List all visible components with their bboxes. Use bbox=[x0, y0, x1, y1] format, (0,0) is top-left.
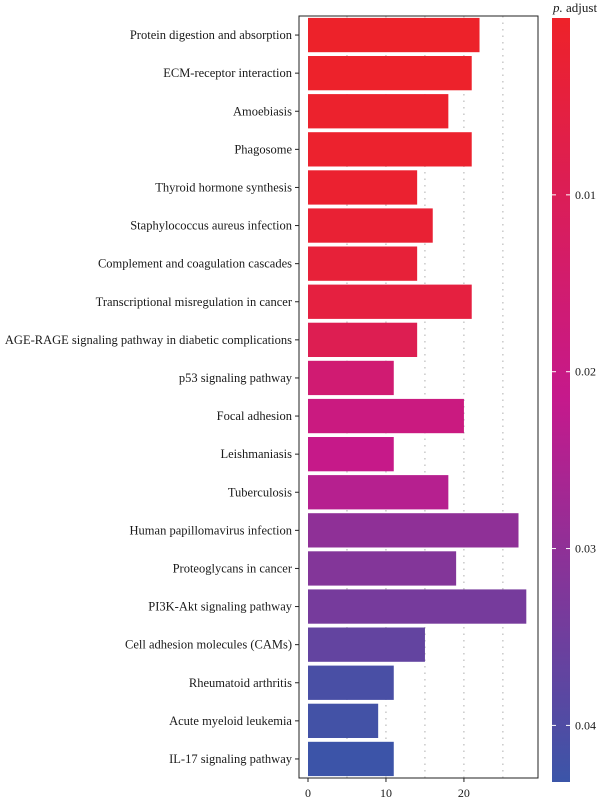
bar bbox=[308, 741, 394, 777]
bar bbox=[308, 627, 425, 662]
category-label: AGE-RAGE signaling pathway in diabetic c… bbox=[5, 333, 292, 347]
category-labels: Protein digestion and absorption ECM-rece… bbox=[5, 28, 299, 766]
category-label: Phagosome bbox=[234, 142, 292, 156]
category-label: Protein digestion and absorption bbox=[130, 28, 293, 42]
bar bbox=[308, 56, 472, 91]
legend-colorbar bbox=[552, 18, 570, 782]
category-label: ECM-receptor interaction bbox=[163, 66, 293, 80]
category-label: Human papillomavirus infection bbox=[130, 523, 293, 537]
category-label: Proteoglycans in cancer bbox=[173, 561, 293, 575]
bar bbox=[308, 665, 394, 700]
legend-tick-label: 0.04 bbox=[575, 718, 596, 732]
bar bbox=[308, 398, 464, 434]
category-label: Acute myeloid leukemia bbox=[169, 714, 292, 728]
category-label: Focal adhesion bbox=[217, 409, 293, 423]
category-label: Leishmaniasis bbox=[220, 447, 292, 461]
bar bbox=[308, 94, 449, 129]
x-tick-label: 0 bbox=[305, 786, 311, 800]
bar bbox=[308, 703, 379, 738]
category-label: Complement and coagulation cascades bbox=[98, 257, 292, 271]
gridlines bbox=[346, 16, 504, 778]
category-label: IL-17 signaling pathway bbox=[169, 752, 293, 766]
x-tick-label: 20 bbox=[458, 786, 470, 800]
bar bbox=[308, 551, 457, 586]
bars bbox=[308, 17, 527, 777]
category-label: PI3K-Akt signaling pathway bbox=[148, 600, 292, 614]
bar bbox=[308, 475, 449, 510]
bar bbox=[308, 246, 418, 281]
legend-ticks: 0.01 0.02 0.03 0.04 bbox=[552, 188, 596, 732]
category-label: Transcriptional misregulation in cancer bbox=[96, 295, 293, 309]
legend-title-suffix: adjust bbox=[563, 0, 598, 15]
category-label: Rheumatoid arthritis bbox=[189, 676, 292, 690]
color-legend: p. adjust 0.01 0.02 0.03 0.04 bbox=[552, 0, 597, 782]
legend-title-prefix: p. bbox=[552, 0, 563, 15]
bar bbox=[308, 17, 480, 53]
category-label: Tuberculosis bbox=[228, 485, 292, 499]
bar bbox=[308, 322, 418, 357]
category-label: Thyroid hormone synthesis bbox=[155, 180, 292, 194]
x-tick-label: 10 bbox=[380, 786, 392, 800]
bar bbox=[308, 208, 433, 243]
plot-frame bbox=[298, 15, 539, 779]
category-label: Amoebiasis bbox=[233, 104, 292, 118]
category-label: Staphylococcus aureus infection bbox=[130, 219, 293, 233]
bar bbox=[308, 132, 472, 167]
bar bbox=[308, 437, 394, 472]
bar bbox=[308, 589, 527, 624]
x-axis-ticks: 0 10 20 bbox=[305, 778, 470, 800]
legend-title: p. adjust bbox=[552, 0, 597, 15]
legend-tick-label: 0.03 bbox=[575, 542, 596, 556]
bar bbox=[308, 513, 519, 548]
bar bbox=[308, 170, 418, 205]
category-label: p53 signaling pathway bbox=[179, 371, 293, 385]
legend-tick-label: 0.01 bbox=[575, 188, 596, 202]
bar bbox=[308, 360, 394, 396]
category-label: Cell adhesion molecules (CAMs) bbox=[125, 638, 292, 652]
bar bbox=[308, 284, 472, 319]
legend-tick-label: 0.02 bbox=[575, 365, 596, 379]
